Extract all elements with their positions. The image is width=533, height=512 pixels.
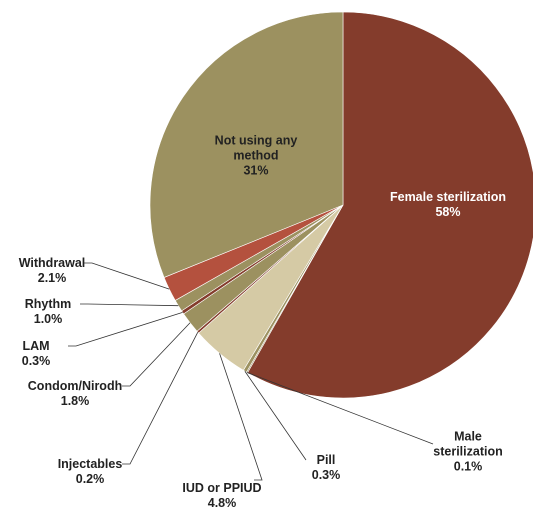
slice-value: 1.8% [60, 394, 90, 408]
slice-name: Injectables [57, 457, 123, 471]
slice-value: 58% [435, 205, 461, 219]
slice-name: Condom/Nirodh [27, 379, 123, 393]
slice-value: 4.8% [207, 496, 237, 510]
slice-label: Female sterilization 58% [388, 190, 508, 220]
slice-value: 31% [243, 163, 269, 178]
slice-label: IUD or PPIUD 4.8% [152, 481, 292, 511]
slice-value: 1.0% [33, 312, 63, 326]
slice-label: Condom/Nirodh 1.8% [5, 379, 145, 409]
slice-value: 0.3% [311, 468, 341, 482]
leader-line [84, 262, 170, 290]
slice-value: 0.1% [453, 459, 483, 474]
slice-name: Female sterilization [389, 190, 506, 204]
slice-value: 0.2% [75, 472, 105, 486]
leader-line [219, 353, 263, 481]
slice-label: Withdrawal 2.1% [0, 256, 122, 286]
leader-line [68, 311, 183, 347]
leader-line [80, 303, 179, 307]
slice-label: Rhythm 1.0% [0, 297, 118, 327]
slice-value: 2.1% [37, 271, 67, 285]
slice-name: LAM [22, 339, 50, 353]
leader-line [244, 370, 307, 461]
slice-name: Rhythm [24, 297, 72, 311]
slice-name: Not using any method [214, 133, 298, 163]
slice-label: Not using any method 31% [196, 134, 316, 179]
slice-label: Pill 0.3% [256, 453, 396, 483]
slice-name: IUD or PPIUD [182, 481, 262, 495]
leader-line [122, 331, 199, 465]
slice-label: LAM 0.3% [0, 339, 106, 369]
slice-name: Pill [316, 453, 336, 467]
slice-name: Male sterilization [433, 429, 503, 459]
leader-line [246, 372, 434, 445]
slice-value: 0.3% [21, 354, 51, 368]
leader-line [122, 322, 191, 387]
slice-label: Male sterilization 0.1% [423, 430, 513, 475]
slice-label: Injectables 0.2% [20, 457, 160, 487]
pie-slice [149, 11, 344, 278]
slice-name: Withdrawal [18, 256, 86, 270]
pie-slice [247, 11, 533, 399]
